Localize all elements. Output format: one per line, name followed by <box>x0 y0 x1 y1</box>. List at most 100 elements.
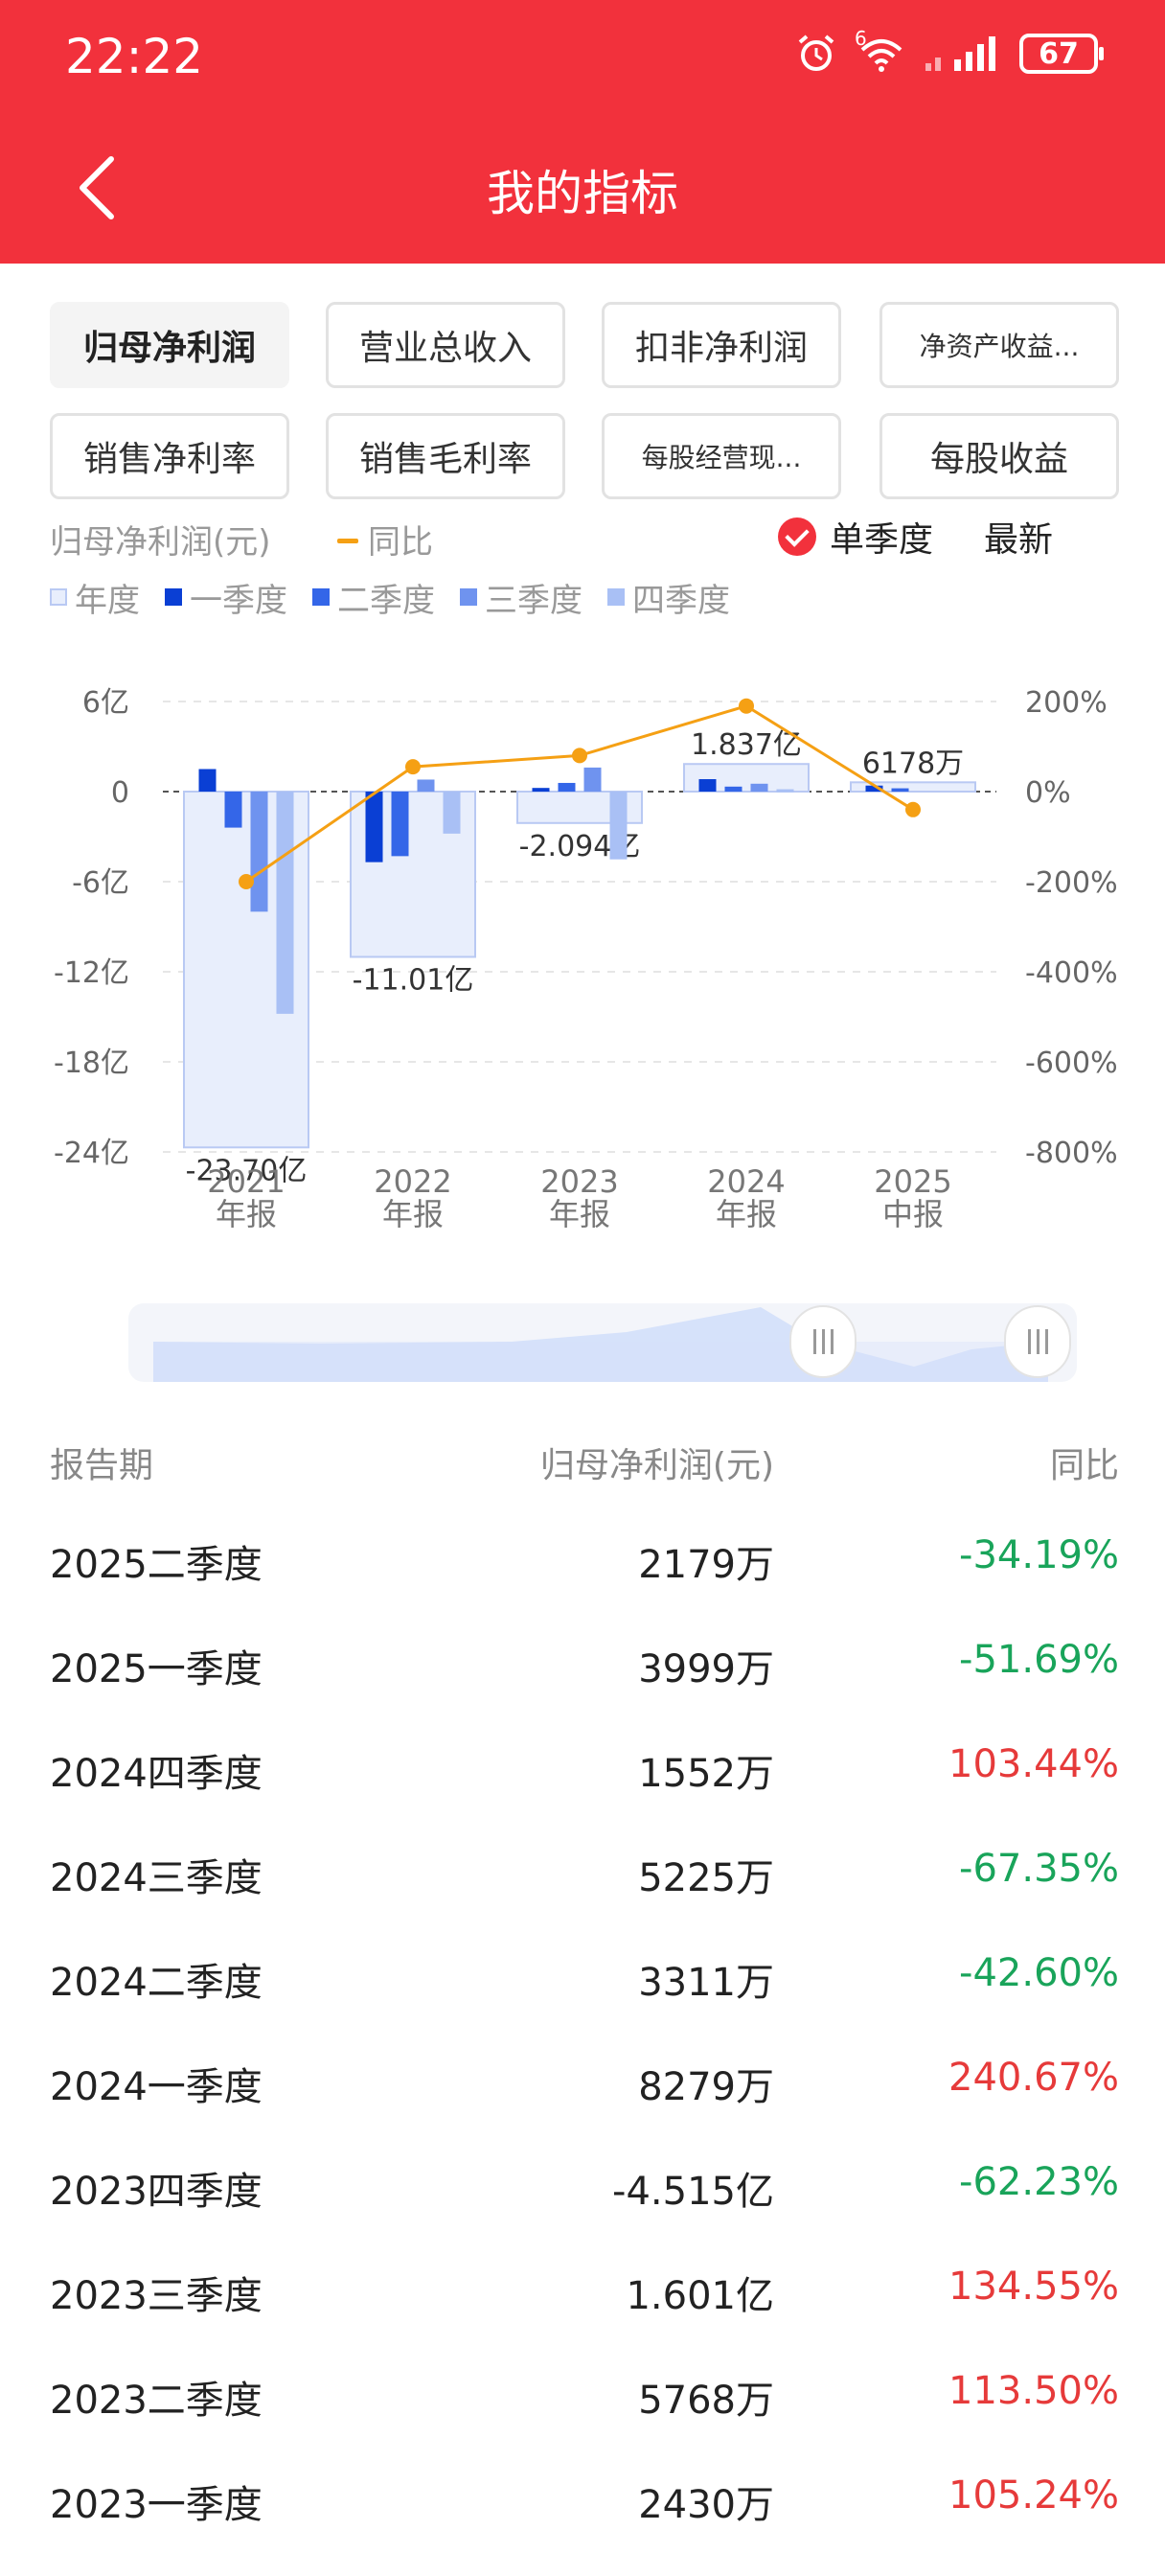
row-yoy: -62.23% <box>959 2160 1119 2204</box>
single-quarter-label: 单季度 <box>830 520 934 560</box>
legend-q2[interactable]: 二季度 <box>312 574 435 621</box>
quarter-bar <box>724 786 742 792</box>
table-row[interactable]: 2023四季度 -4.515亿 -62.23% <box>50 2131 1119 2236</box>
legend-q1[interactable]: 一季度 <box>165 574 287 621</box>
page-title: 我的指标 <box>487 166 678 221</box>
header-period: 报告期 <box>50 1446 154 1485</box>
quarter-bar <box>417 779 435 792</box>
yoy-line-swatch <box>337 539 358 543</box>
legend-label: 二季度 <box>337 581 435 620</box>
yoy-point <box>572 748 587 764</box>
tab-operating-cashflow-per-share[interactable]: 每股经营现... <box>602 413 841 499</box>
quarter-bar <box>250 792 268 912</box>
y2-tick-label: 0% <box>1025 776 1071 810</box>
table-row[interactable]: 2024一季度 8279万 240.67% <box>50 2027 1119 2131</box>
yoy-point <box>739 698 754 714</box>
legend-swatch <box>50 588 67 606</box>
tab-gross-margin[interactable]: 销售毛利率 <box>326 413 565 499</box>
quarter-bar <box>365 792 383 862</box>
quarter-bar <box>865 785 883 792</box>
y2-tick-label: -600% <box>1025 1046 1118 1080</box>
check-circle-icon <box>778 518 816 556</box>
range-slider[interactable] <box>128 1303 1077 1382</box>
x-tick-label: 2024 <box>707 1163 785 1200</box>
network-badge: 6 <box>855 27 867 50</box>
row-yoy: -51.69% <box>959 1638 1119 1682</box>
y2-tick-label: 200% <box>1025 686 1108 720</box>
y-tick-label: 0 <box>111 776 129 810</box>
quarter-bar <box>698 779 717 792</box>
signal-icon <box>925 36 995 71</box>
table-row[interactable]: 2023三季度 1.601亿 134.55% <box>50 2236 1119 2340</box>
quarter-bar <box>583 767 602 792</box>
legend-q4[interactable]: 四季度 <box>607 574 730 621</box>
yoy-point <box>905 801 921 817</box>
x-tick-label: 年报 <box>382 1196 444 1232</box>
header-yoy: 同比 <box>1049 1446 1119 1485</box>
quarter-bar <box>891 788 909 792</box>
row-yoy: -67.35% <box>959 1847 1119 1891</box>
legend-label: 一季度 <box>190 581 287 620</box>
tab-net-margin[interactable]: 销售净利率 <box>50 413 289 499</box>
header-value: 归母净利润(元) <box>539 1446 774 1485</box>
x-tick-label: 年报 <box>216 1196 277 1232</box>
slider-handle-right[interactable] <box>1004 1305 1071 1378</box>
quarter-bar <box>532 788 550 792</box>
annual-data-label: -23.70亿 <box>186 1154 308 1187</box>
tab-eps[interactable]: 每股收益 <box>879 413 1119 499</box>
status-icons: 6 67 <box>795 27 1104 75</box>
tab-total-revenue[interactable]: 营业总收入 <box>326 302 565 388</box>
row-value: 2430万 <box>638 2483 774 2527</box>
legend-label: 年度 <box>75 581 140 620</box>
row-yoy: -42.60% <box>959 1951 1119 1995</box>
table-body: 2025二季度 2179万 -34.19% 2025一季度 3999万 -51.69% 20… <box>50 1505 1119 2549</box>
row-yoy: 103.44% <box>948 1742 1119 1786</box>
y2-tick-label: -800% <box>1025 1137 1118 1170</box>
table-row[interactable]: 2025二季度 2179万 -34.19% <box>50 1505 1119 1609</box>
row-value: 1.601亿 <box>626 2274 774 2318</box>
x-tick-label: 中报 <box>882 1196 944 1232</box>
slider-handle-left[interactable] <box>789 1305 857 1378</box>
row-period: 2023二季度 <box>50 2379 263 2423</box>
legend-swatch <box>460 588 477 606</box>
table-row[interactable]: 2024三季度 5225万 -67.35% <box>50 1818 1119 1922</box>
table-row[interactable]: 2024四季度 1552万 103.44% <box>50 1714 1119 1818</box>
x-tick-label: 年报 <box>549 1196 610 1232</box>
back-button[interactable] <box>67 150 134 226</box>
table-row[interactable]: 2023一季度 2430万 105.24% <box>50 2445 1119 2549</box>
row-yoy: 105.24% <box>948 2473 1119 2518</box>
net-profit-chart[interactable]: 6亿 0 -6亿 -12亿 -18亿 -24亿 200% 0% -200% -400% -600% -… <box>0 661 1165 1284</box>
y-tick-label: 6亿 <box>82 686 129 720</box>
legend-annual[interactable]: 年度 <box>50 574 140 621</box>
table-row[interactable]: 2024二季度 3311万 -42.60% <box>50 1922 1119 2027</box>
x-tick-label: 2025 <box>874 1163 951 1200</box>
row-value: 1552万 <box>638 1752 774 1796</box>
tab-roe[interactable]: 净资产收益... <box>879 302 1119 388</box>
legend-label: 四季度 <box>632 581 730 620</box>
latest-button[interactable]: 最新 <box>984 520 1054 560</box>
quarter-bar <box>609 792 628 860</box>
tab-net-profit-parent[interactable]: 归母净利润 <box>50 302 289 388</box>
y-tick-label: -24亿 <box>54 1137 129 1170</box>
slider-overview <box>153 1307 1048 1382</box>
y2-tick-label: -400% <box>1025 956 1118 990</box>
x-tick-label: 2022 <box>374 1163 451 1200</box>
chevron-left-icon <box>80 156 114 219</box>
row-yoy: 240.67% <box>948 2056 1119 2100</box>
table-row[interactable]: 2023二季度 5768万 113.50% <box>50 2340 1119 2445</box>
annual-bar <box>850 781 976 794</box>
annual-data-label: -11.01亿 <box>353 963 474 997</box>
tab-deducted-net-profit[interactable]: 扣非净利润 <box>602 302 841 388</box>
row-period: 2025一季度 <box>50 1647 263 1691</box>
legend-q3[interactable]: 三季度 <box>460 574 582 621</box>
app-header: 22:22 6 67 我的指标 <box>0 0 1165 264</box>
table-row[interactable]: 2025一季度 3999万 -51.69% <box>50 1609 1119 1714</box>
legend-swatch <box>165 588 182 606</box>
quarter-bar <box>391 792 409 857</box>
x-tick-label: 2023 <box>540 1163 618 1200</box>
row-period: 2024二季度 <box>50 1961 263 2005</box>
quarter-bar <box>198 769 217 792</box>
single-quarter-toggle[interactable]: 单季度 <box>778 512 933 562</box>
row-period: 2023四季度 <box>50 2170 263 2214</box>
annual-data-label: 1.837亿 <box>691 728 802 762</box>
